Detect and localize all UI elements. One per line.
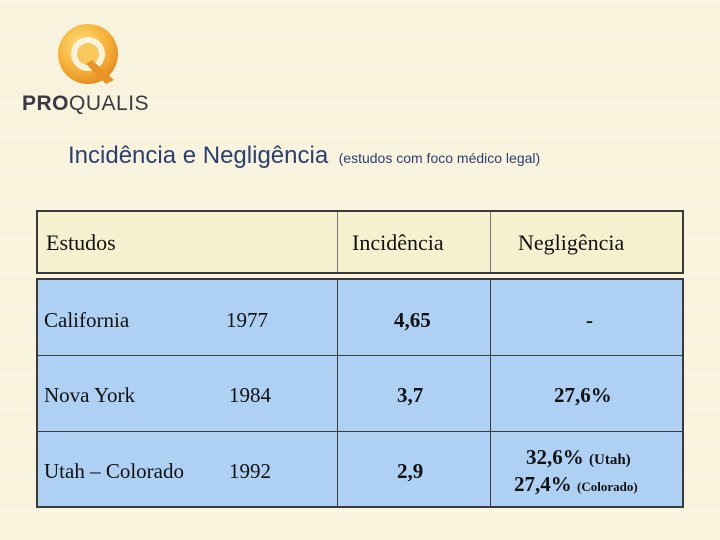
header-divider bbox=[490, 212, 491, 272]
row-study: Nova York bbox=[44, 383, 136, 407]
table-header-row: Estudos Incidência Negligência bbox=[36, 210, 684, 274]
row-negligence-utah: 32,6% (Utah) bbox=[526, 445, 631, 469]
row-study: California bbox=[44, 308, 130, 332]
slide-title-main: Incidência e Negligência bbox=[68, 142, 329, 169]
row-year: 1992 bbox=[229, 459, 271, 483]
row-incidence: 3,7 bbox=[397, 383, 424, 407]
column-divider bbox=[490, 280, 491, 506]
column-divider bbox=[337, 280, 338, 506]
row-incidence: 2,9 bbox=[397, 459, 424, 483]
row-negligence: - bbox=[586, 308, 593, 332]
row-incidence: 4,65 bbox=[394, 308, 431, 332]
header-studies: Estudos bbox=[46, 230, 116, 255]
header-incidence: Incidência bbox=[352, 230, 444, 255]
data-table: California 1977 4,65 - Nova York 1984 3,… bbox=[36, 278, 684, 508]
proqualis-q-icon bbox=[58, 24, 118, 84]
row-year: 1984 bbox=[229, 383, 271, 407]
row-divider bbox=[38, 355, 682, 356]
row-year: 1977 bbox=[226, 308, 268, 332]
header-negligence: Negligência bbox=[518, 230, 625, 255]
row-negligence: 27,6% bbox=[554, 383, 612, 407]
proqualis-wordmark: PROQUALIS bbox=[22, 92, 150, 115]
proqualis-logo: PROQUALIS bbox=[22, 22, 162, 117]
header-divider bbox=[337, 212, 338, 272]
row-negligence-colorado: 27,4% (Colorado) bbox=[514, 472, 638, 496]
row-divider bbox=[38, 431, 682, 432]
slide-title: Incidência e Negligência (estudos com fo… bbox=[68, 142, 540, 170]
slide-title-sub: (estudos com foco médico legal) bbox=[338, 150, 541, 166]
row-study: Utah – Colorado bbox=[44, 459, 184, 483]
